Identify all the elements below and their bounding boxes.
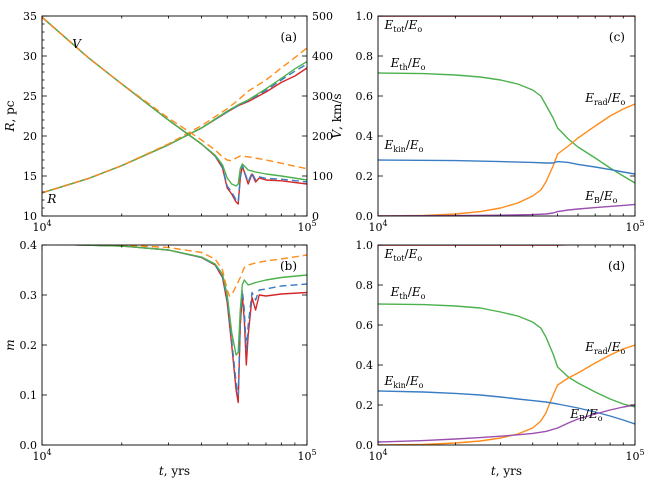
series-d-orange — [378, 344, 635, 445]
y-tick-label: 0.4 — [356, 359, 374, 372]
series-b-blue-dashed — [53, 245, 307, 396]
series-b-red — [53, 245, 307, 404]
x-tick-label: 105 — [625, 219, 644, 234]
y2-tick-label: 300 — [312, 90, 333, 103]
panel-label: (c) — [609, 30, 625, 44]
x-tick-label: 104 — [32, 448, 51, 463]
y-tick-label: 1.0 — [356, 10, 374, 23]
panel-label: (b) — [280, 259, 297, 273]
energy-label-rad: Erad/Eo — [584, 91, 625, 107]
y-tick-label: 0.3 — [20, 289, 38, 302]
panel-c: 104 105 0.0 0.2 0.4 0.6 0.8 1.0 (c) Etot/Eo Eth/Eo… — [356, 10, 645, 234]
energy-label-B: EB/Eo — [584, 189, 617, 205]
y2-tick-label: 400 — [312, 50, 333, 63]
series-a-v-green — [42, 16, 307, 187]
y-tick-label: 20 — [23, 130, 37, 143]
y-tick-label: 0.4 — [356, 130, 374, 143]
y-axis-label: R, pc — [3, 100, 17, 132]
plot-frame-b — [41, 244, 308, 446]
y-tick-label: 25 — [23, 90, 37, 103]
energy-label-tot: Etot/Eo — [384, 247, 423, 263]
y-tick-label: 0.6 — [356, 319, 374, 332]
energy-label-kin: Ekin/Eo — [384, 138, 424, 154]
series-c-blue — [378, 159, 635, 175]
y-tick-label: 0.0 — [356, 439, 374, 452]
series-a-v-red — [42, 16, 307, 205]
y2-axis-label: V, km/s — [330, 93, 344, 138]
plot-frame-a — [41, 15, 308, 217]
panel-b: 104 105 0.0 0.1 0.2 0.3 0.4 t, yrs m (b) — [3, 239, 317, 478]
y-tick-label: 0.8 — [356, 279, 374, 292]
energy-label-th: Eth/Eo — [390, 285, 426, 301]
series-d-blue — [378, 390, 635, 425]
x-tick-label: 104 — [32, 219, 51, 234]
y2-tick-label: 500 — [312, 10, 333, 23]
y-tick-label: 0.8 — [356, 50, 374, 63]
x-tick-label: 105 — [297, 219, 316, 234]
plot-frame-d — [377, 244, 636, 446]
panel-label: (a) — [280, 30, 297, 44]
energy-label-B: EB/Eo — [569, 407, 602, 423]
energy-label-tot: Etot/Eo — [384, 18, 423, 34]
y-tick-label: 0.0 — [356, 210, 374, 223]
x-tick-label: 104 — [368, 448, 387, 463]
x-tick-label: 105 — [297, 448, 316, 463]
y-tick-label: 0.6 — [356, 90, 374, 103]
y-tick-label: 0.2 — [20, 339, 38, 352]
panel-a: 104 105 10 15 20 25 30 35 0 100 200 300 400 500 R, pc V… — [3, 10, 344, 234]
y-tick-label: 0.4 — [20, 239, 38, 252]
y-tick-label: 1.0 — [356, 239, 374, 252]
x-axis-label: t, yrs — [159, 464, 190, 478]
x-axis-label: t, yrs — [491, 464, 522, 478]
series-a-r-orange-dashed — [42, 47, 307, 194]
y-tick-label: 0.2 — [356, 170, 374, 183]
y2-tick-label: 200 — [312, 130, 333, 143]
x-tick-label: 104 — [368, 219, 387, 234]
x-tick-label: 105 — [625, 448, 644, 463]
series-b-orange-dashed — [65, 245, 307, 297]
panel-label: (d) — [608, 259, 625, 273]
y2-tick-label: 0 — [312, 210, 319, 223]
y-tick-label: 0.2 — [356, 399, 374, 412]
y2-tick-label: 100 — [312, 170, 333, 183]
series-c-orange — [378, 103, 635, 216]
energy-label-kin: Ekin/Eo — [384, 374, 424, 390]
annotation-v: V — [72, 37, 82, 51]
y-tick-label: 10 — [23, 210, 37, 223]
series-d-purple — [378, 404, 635, 443]
plot-frame-c — [377, 15, 636, 217]
energy-label-th: Eth/Eo — [390, 56, 426, 72]
energy-label-rad: Erad/Eo — [584, 340, 625, 356]
series-b-green — [53, 245, 307, 356]
y-tick-label: 0.1 — [20, 389, 38, 402]
y-tick-label: 15 — [23, 170, 37, 183]
y-tick-label: 35 — [23, 10, 37, 23]
y-tick-label: 0.0 — [20, 439, 38, 452]
y-axis-label: m — [3, 339, 17, 350]
series-a-v-orange-dashed — [42, 16, 307, 170]
series-a-r-green — [42, 60, 307, 194]
y-tick-label: 30 — [23, 50, 37, 63]
series-d-green — [378, 303, 635, 408]
panel-d: 104 105 0.0 0.2 0.4 0.6 0.8 1.0 t, yrs (d) Etot/Eo… — [356, 239, 645, 478]
annotation-r: R — [46, 192, 56, 206]
series-c-green — [378, 72, 635, 184]
